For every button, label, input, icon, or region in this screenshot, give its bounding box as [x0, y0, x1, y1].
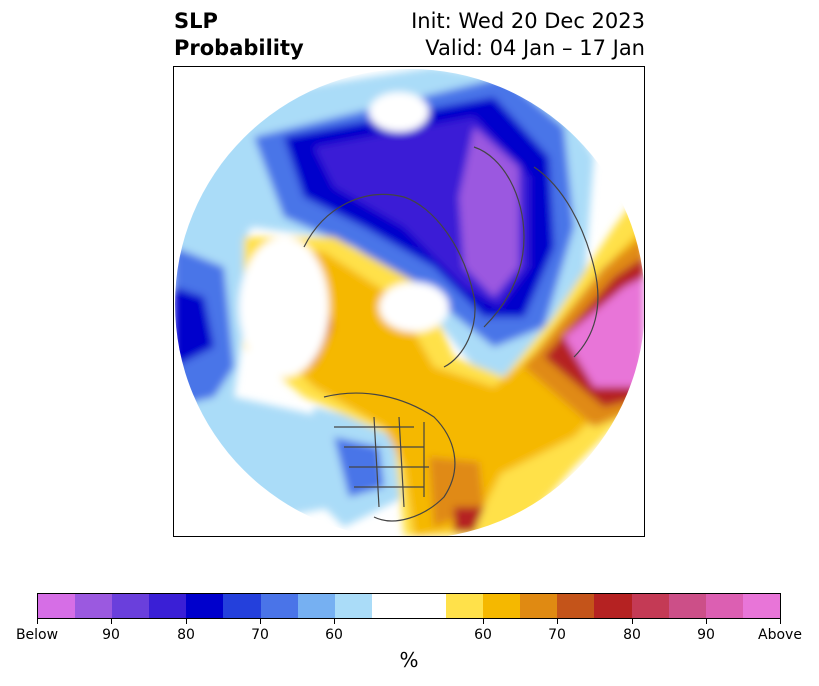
colorbar-tick-label: 70 — [251, 627, 269, 643]
colorbar-tick-label: 90 — [697, 627, 715, 643]
colorbar-segment — [742, 594, 780, 618]
colorbar-tick-label: 80 — [177, 627, 195, 643]
colorbar-segment — [557, 594, 595, 618]
colorbar-segment — [520, 594, 558, 618]
colorbar-tick-mark — [111, 619, 112, 624]
probability-map — [173, 66, 645, 537]
title-variable: SLP — [174, 9, 218, 33]
colorbar-tick-label: 70 — [548, 627, 566, 643]
colorbar-segment — [483, 594, 521, 618]
map-disc — [175, 69, 644, 536]
colorbar-segment — [446, 594, 484, 618]
colorbar — [37, 593, 781, 619]
colorbar-segment — [705, 594, 743, 618]
colorbar-segment — [371, 594, 447, 618]
colorbar-segment — [297, 594, 335, 618]
colorbar-tick-mark — [37, 619, 38, 624]
colorbar-segment — [149, 594, 187, 618]
colorbar-tick-mark — [483, 619, 484, 624]
colorbar-tick-mark — [260, 619, 261, 624]
colorbar-segment — [38, 594, 76, 618]
colorbar-segment — [631, 594, 669, 618]
colorbar-tick-label: 80 — [623, 627, 641, 643]
colorbar-tick-mark — [632, 619, 633, 624]
colorbar-tick-label: 60 — [474, 627, 492, 643]
probability-fields — [175, 69, 644, 536]
map-title: SLP Probability — [174, 8, 304, 62]
colorbar-tick-label: 90 — [102, 627, 120, 643]
colorbar-tick-label: Below — [15, 627, 59, 643]
colorbar-tick-mark — [780, 619, 781, 624]
colorbar-tick-label: 60 — [325, 627, 343, 643]
colorbar-segment — [186, 594, 224, 618]
colorbar-tick-mark — [706, 619, 707, 624]
colorbar-segment — [260, 594, 298, 618]
colorbar-tick-mark — [334, 619, 335, 624]
polar-map-svg — [175, 69, 644, 536]
colorbar-tick-mark — [186, 619, 187, 624]
colorbar-segment — [334, 594, 372, 618]
init-date: Init: Wed 20 Dec 2023 — [411, 9, 645, 33]
colorbar-segment — [75, 594, 113, 618]
coastlines — [303, 146, 599, 522]
valid-range: Valid: 04 Jan – 17 Jan — [425, 36, 645, 60]
map-dates: Init: Wed 20 Dec 2023 Valid: 04 Jan – 17… — [411, 8, 645, 62]
colorbar-segment — [223, 594, 261, 618]
colorbar-tick-mark — [557, 619, 558, 624]
colorbar-segment — [112, 594, 150, 618]
title-product: Probability — [174, 36, 304, 60]
colorbar-segment — [594, 594, 632, 618]
colorbar-segment — [668, 594, 706, 618]
colorbar-tick-label: Above — [758, 627, 802, 643]
colorbar-units: % — [399, 648, 419, 672]
